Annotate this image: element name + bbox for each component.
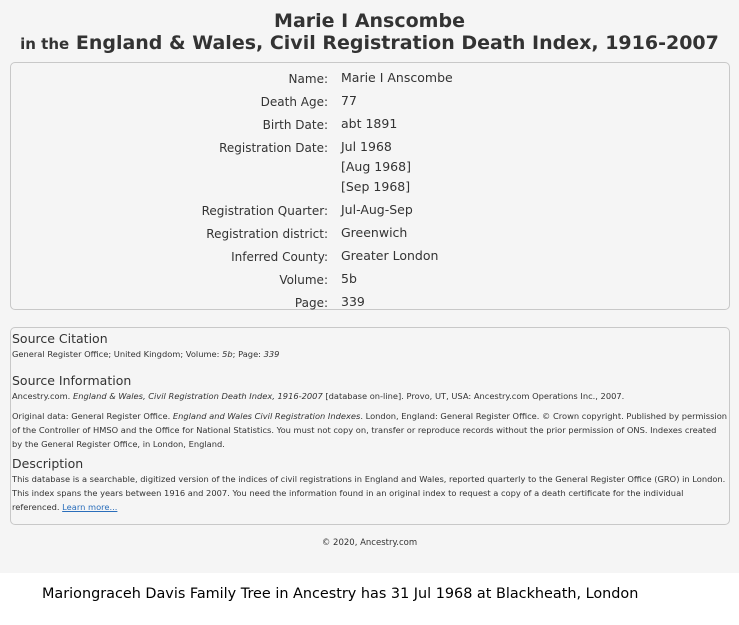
name-value: Marie I Anscombe — [341, 70, 453, 85]
record-details-panel: Name: Marie I Anscombe Death Age: 77 Bir… — [10, 62, 730, 310]
source-citation-text: General Register Office; United Kingdom;… — [12, 347, 728, 361]
learn-more-link[interactable]: Learn more... — [62, 502, 118, 512]
original-part-b: . London, England: General Register Offi… — [12, 411, 728, 449]
page-value: 339 — [341, 294, 365, 309]
record-page: Marie I Anscombe in the England & Wales,… — [0, 10, 739, 548]
registration-quarter-value: Jul-Aug-Sep — [341, 202, 413, 217]
family-tree-caption: Mariongraceh Davis Family Tree in Ancest… — [42, 586, 639, 602]
registration-district-label: Registration district: — [206, 227, 328, 241]
collection-name: England & Wales, Civil Registration Deat… — [75, 32, 719, 54]
record-title-name: Marie I Anscombe — [274, 10, 465, 32]
citation-page: 339 — [263, 349, 280, 359]
source-information-text: Ancestry.com. England & Wales, Civil Reg… — [12, 389, 728, 403]
citation-part-a: General Register Office; United Kingdom;… — [12, 349, 223, 359]
original-part-a: Original data: General Register Office. — [12, 411, 173, 421]
volume-label: Volume: — [279, 273, 328, 287]
source-citation-heading: Source Citation — [12, 331, 108, 346]
registration-quarter-label: Registration Quarter: — [201, 204, 328, 218]
description-heading: Description — [12, 456, 84, 471]
citation-part-b: ; Page: — [232, 349, 264, 359]
source-information-heading: Source Information — [12, 373, 132, 388]
name-label: Name: — [288, 72, 328, 86]
inferred-county-label: Inferred County: — [231, 250, 328, 264]
info-part-b: [database on-line]. Provo, UT, USA: Ance… — [322, 391, 625, 401]
original-title: England and Wales Civil Registration Ind… — [172, 411, 361, 421]
description-text: This database is a searchable, digitized… — [12, 472, 728, 514]
registration-date-value-2: [Aug 1968] — [341, 159, 411, 174]
original-data-text: Original data: General Register Office. … — [12, 409, 728, 451]
inferred-county-value: Greater London — [341, 248, 439, 263]
source-panel: Source Citation General Register Office;… — [10, 327, 730, 525]
registration-date-value-3: [Sep 1968] — [341, 179, 411, 194]
info-title: England & Wales, Civil Registration Deat… — [72, 391, 323, 401]
copyright-footer: © 2020, Ancestry.com — [321, 538, 418, 548]
citation-volume: 5b — [222, 349, 233, 359]
registration-date-label: Registration Date: — [219, 141, 328, 155]
record-title-collection: in the England & Wales, Civil Registrati… — [0, 32, 739, 55]
birth-date-value: abt 1891 — [341, 116, 398, 131]
volume-value: 5b — [341, 271, 357, 286]
page-label: Page: — [294, 296, 328, 310]
birth-date-label: Birth Date: — [262, 118, 328, 132]
description-body: This database is a searchable, digitized… — [12, 474, 726, 512]
info-part-a: Ancestry.com. — [12, 391, 73, 401]
death-age-label: Death Age: — [260, 95, 328, 109]
title-prefix: in the — [20, 35, 70, 53]
registration-date-value-1: Jul 1968 — [341, 139, 392, 154]
death-age-value: 77 — [341, 93, 357, 108]
registration-district-value: Greenwich — [341, 225, 408, 240]
